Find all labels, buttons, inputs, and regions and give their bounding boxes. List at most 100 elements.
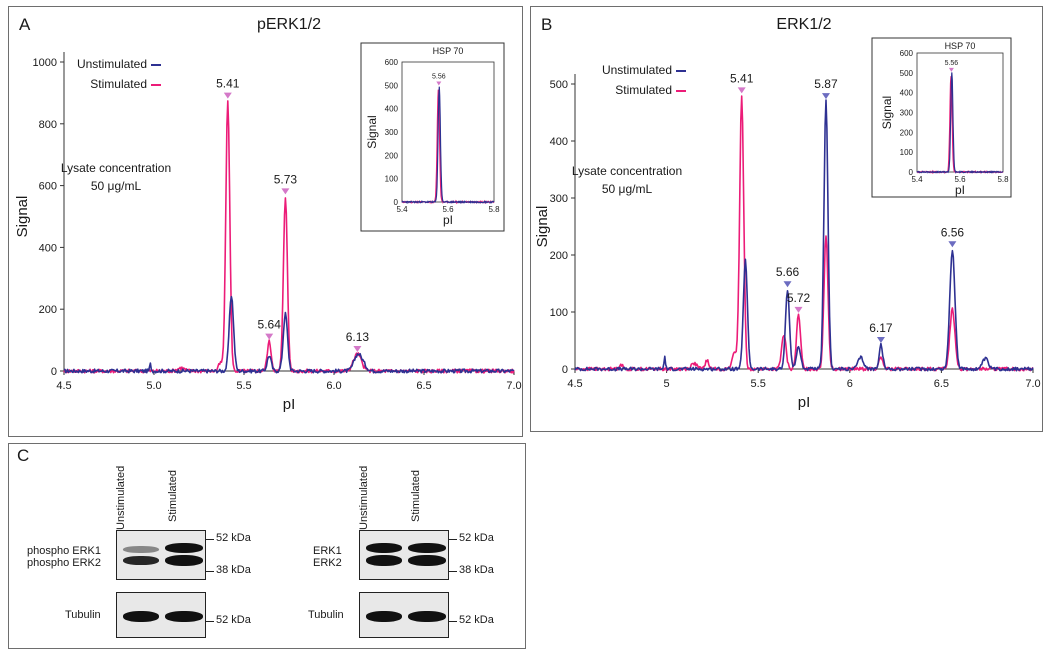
label-phospho-erk1: phospho ERK1 [27,545,101,557]
chart-title: pERK1/2 [257,16,321,33]
x-tick-label: 6.5 [934,378,949,390]
peak-label: 5.41 [730,71,754,85]
peak-marker [281,188,290,195]
inset-box [360,42,505,232]
blot-total-erk [359,530,449,580]
annotation-text: Lysate concentration [61,161,171,175]
inset-peak-label: 5.56 [945,60,959,67]
y-tick-label: 0 [562,364,568,376]
marker-52kda-top-right: 52 kDa [459,532,494,544]
peak-marker [353,346,362,353]
y-tick-label: 300 [550,193,568,205]
band-erk1-unstim [366,543,402,553]
inset-x-tick-label: 5.6 [954,175,966,184]
x-tick-label: 7.0 [506,380,521,392]
inset-peak-label: 5.56 [432,74,446,81]
blot-tubulin-left [116,592,206,638]
peak-label: 5.72 [787,291,811,305]
marker-52kda-bottom-right: 52 kDa [459,614,494,626]
lane-label-unstimulated-left: Unstimulated [115,465,127,530]
inset-y-tick-label: 500 [900,69,914,78]
chart-title: ERK1/2 [776,16,831,33]
panel-c-western-blots: C Unstimulated Stimulated phospho ERK1 p… [8,443,526,649]
inset-x-axis-label: pI [443,213,453,227]
x-tick-label: 6.0 [326,380,341,392]
x-tick-label: 7.0 [1025,378,1040,390]
peak-label: 5.87 [814,77,838,91]
inset-title: HSP 70 [945,41,976,51]
inset-x-tick-label: 5.4 [911,175,923,184]
inset-x-tick-label: 5.4 [396,205,408,214]
marker-52kda-top-left: 52 kDa [216,532,251,544]
inset-title: HSP 70 [433,46,464,56]
inset-peak-marker [948,67,954,72]
inset-y-tick-label: 500 [385,81,399,90]
x-tick-label: 5.5 [236,380,251,392]
inset-y-axis-label: Signal [365,115,379,148]
legend-label-stimulated: Stimulated [615,83,672,97]
peak-marker [876,337,885,344]
inset-x-tick-label: 5.6 [442,205,454,214]
peak-marker [265,333,274,340]
y-tick-label: 200 [550,250,568,262]
band-tubulin-unstim [123,611,159,622]
annotation-text: Lysate concentration [572,164,682,178]
inset-y-tick-label: 600 [385,58,399,67]
inset-y-tick-label: 100 [385,175,399,184]
panel-label-b: B [541,15,552,34]
y-axis-label: Signal [534,206,551,248]
band-perk2-stim [165,555,203,566]
inset-box [871,37,1012,198]
inset-y-tick-label: 300 [385,128,399,137]
band-tubulin-unstim-right [366,611,402,622]
annotation-text: 50 μg/mL [91,179,142,193]
band-perk1-unstim [123,546,159,553]
peak-marker [223,92,232,99]
inset-y-tick-label: 400 [900,89,914,98]
inset-x-tick-label: 5.8 [488,205,500,214]
y-tick-label: 200 [39,304,57,316]
annotation-text: 50 μg/mL [602,182,653,196]
x-tick-label: 6.5 [416,380,431,392]
inset-y-tick-label: 300 [900,109,914,118]
series-line-unstimulated [63,295,515,374]
peak-marker [948,241,957,248]
peak-label: 6.17 [869,321,893,335]
blot-tubulin-right [359,592,449,638]
legend-label-stimulated: Stimulated [90,77,147,91]
inset-y-tick-label: 0 [909,168,914,177]
panel-label-a: A [19,15,31,34]
inset-y-tick-label: 200 [385,151,399,160]
inset-series-line [916,72,1003,174]
inset-y-tick-label: 200 [900,128,914,137]
panel-b: B ERK1/2 4.5 5 5.5 6 6.5 7.0 0 100 200 300 400 500 pI S… [530,6,1043,432]
chart-erk: B ERK1/24.5 5 5.5 6 6.5 7.00100200300400500pIS… [534,15,1041,411]
peak-label: 5.64 [258,318,282,332]
band-tubulin-stim-right [408,611,446,622]
peak-marker [794,306,803,313]
y-axis-label: Signal [14,196,31,238]
peak-label: 5.66 [776,265,800,279]
peak-label: 5.41 [216,77,240,91]
x-tick-label: 5 [664,378,670,390]
inset-y-tick-label: 100 [900,148,914,157]
lane-label-unstimulated-right: Unstimulated [358,465,370,530]
label-phospho-erk2: phospho ERK2 [27,557,101,569]
panel-label-c: C [17,446,30,465]
marker-52kda-bottom-left: 52 kDa [216,614,251,626]
inset-y-tick-label: 600 [900,49,914,58]
inset-peak-marker [436,81,442,86]
blot-phospho-erk [116,530,206,580]
inset-series-line [401,86,495,205]
band-erk2-stim [408,555,446,566]
y-tick-label: 100 [550,307,568,319]
y-tick-label: 400 [550,136,568,148]
x-tick-label: 4.5 [56,380,71,392]
peak-label: 6.56 [941,225,965,239]
y-tick-label: 600 [39,181,57,193]
band-perk2-unstim [123,556,159,565]
x-tick-label: 6 [847,378,853,390]
x-tick-label: 5.5 [751,378,766,390]
x-axis-label: pI [283,396,296,413]
peak-marker [737,87,746,94]
